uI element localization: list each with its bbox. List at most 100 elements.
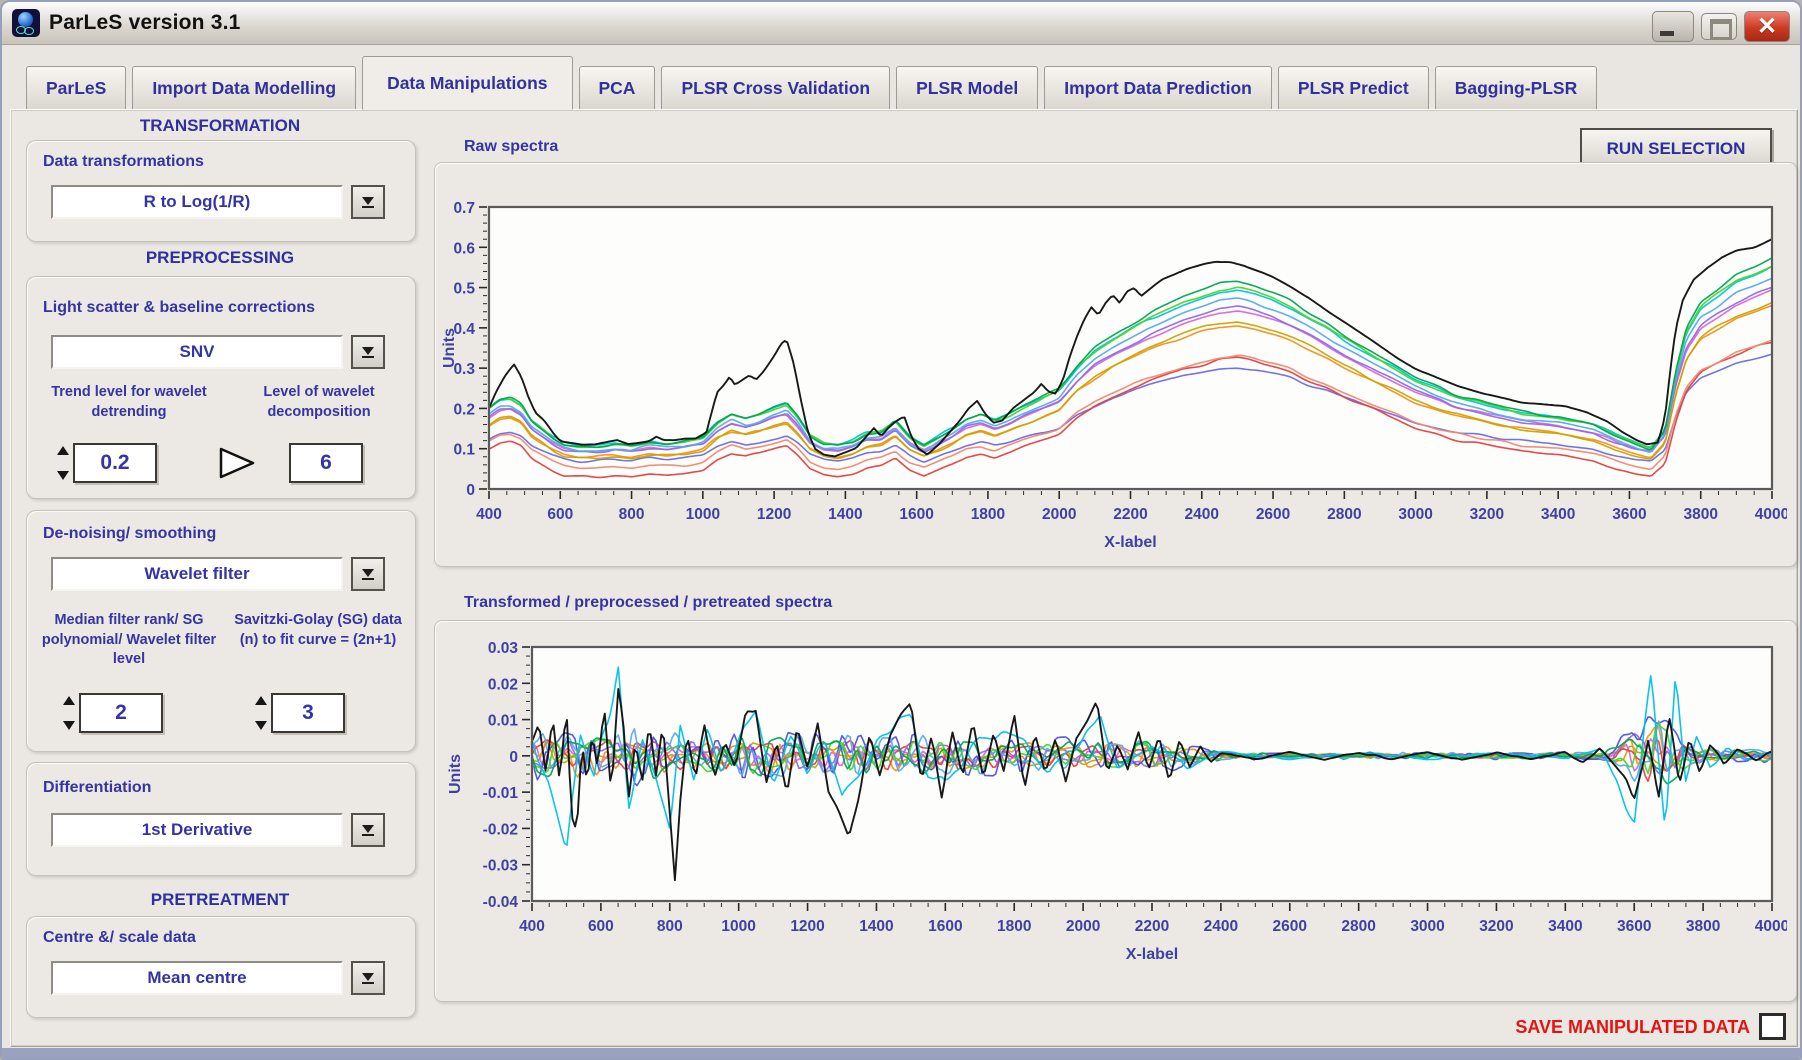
differentiation-combo[interactable]: 1st Derivative (51, 813, 343, 847)
maximize-icon (1710, 19, 1732, 40)
svg-text:Units: Units (447, 754, 464, 794)
svg-text:1600: 1600 (899, 506, 933, 523)
trend-level-spinner[interactable] (55, 443, 70, 483)
svg-text:3600: 3600 (1612, 506, 1646, 523)
close-button[interactable]: ✕ (1744, 11, 1790, 42)
svg-text:3600: 3600 (1617, 918, 1651, 935)
transformed-spectra-chart: 400 600 800 1000 1200 1400 1600 1800 2000 2200 240… (447, 640, 1787, 963)
median-filter-value[interactable]: 2 (79, 693, 163, 733)
preprocessing-header: PREPROCESSING (145, 248, 295, 267)
tab-plsr-predict[interactable]: PLSR Predict (1277, 66, 1429, 110)
svg-text:1000: 1000 (686, 506, 720, 523)
svg-text:-0.04: -0.04 (483, 894, 519, 911)
trend-level-value[interactable]: 0.2 (73, 443, 157, 483)
wavelet-level-value[interactable]: 6 (289, 443, 363, 483)
svg-text:1600: 1600 (928, 918, 962, 935)
light-scatter-dropdown-icon[interactable] (351, 335, 385, 369)
centre-label: Centre &/ scale data (43, 929, 196, 946)
svg-text:400: 400 (476, 506, 502, 523)
raw-spectra-chart: 400 600 800 1000 1200 1400 1600 1800 2000 2200 240… (442, 200, 1787, 551)
svg-text:3800: 3800 (1686, 918, 1720, 935)
differentiation-label: Differentiation (43, 779, 152, 796)
transformation-header: TRANSFORMATION (139, 116, 301, 135)
tab-bar: ParLeS Import Data Modelling Data Manipula… (26, 56, 1598, 110)
svg-text:1000: 1000 (721, 918, 755, 935)
raw-spectra-title: Raw spectra (464, 138, 559, 155)
svg-text:800: 800 (619, 506, 645, 523)
differentiation-group: Differentiation 1st Derivative (26, 762, 416, 876)
svg-text:0.5: 0.5 (453, 281, 475, 298)
svg-text:600: 600 (588, 918, 614, 935)
svg-text:0.3: 0.3 (453, 361, 475, 378)
app-icon (12, 9, 40, 37)
svg-text:0: 0 (466, 482, 475, 499)
svg-text:2200: 2200 (1135, 918, 1169, 935)
svg-text:1800: 1800 (997, 918, 1031, 935)
svg-text:2800: 2800 (1327, 506, 1361, 523)
transformation-group: Data transformations R to Log(1/R) (26, 140, 416, 242)
data-transformations-label: Data transformations (43, 153, 204, 170)
sg-value[interactable]: 3 (271, 693, 345, 733)
minimize-button[interactable] (1652, 11, 1694, 42)
tab-data-manipulations[interactable]: Data Manipulations (362, 56, 573, 110)
svg-text:2000: 2000 (1066, 918, 1100, 935)
save-manipulated-data-checkbox[interactable] (1759, 1013, 1786, 1040)
svg-text:0.4: 0.4 (453, 321, 475, 338)
median-filter-label: Median filter rank/ SG polynomial/ Wavel… (41, 612, 217, 668)
tab-import-data-prediction[interactable]: Import Data Prediction (1044, 66, 1272, 110)
window-bottom-edge (2, 1048, 1800, 1058)
wavelet-level-label: Level of wavelet decomposition (263, 384, 375, 420)
svg-text:2600: 2600 (1256, 506, 1290, 523)
svg-text:400: 400 (519, 918, 545, 935)
denoising-combo[interactable]: Wavelet filter (51, 557, 343, 591)
centre-dropdown-icon[interactable] (351, 961, 385, 995)
svg-text:X-label: X-label (1104, 534, 1156, 551)
scatter-group: Light scatter & baseline corrections SNV… (26, 276, 416, 499)
median-filter-spinner[interactable] (61, 693, 76, 733)
svg-text:3400: 3400 (1548, 918, 1582, 935)
close-icon: ✕ (1756, 12, 1778, 40)
svg-text:2200: 2200 (1113, 506, 1147, 523)
transformed-spectra-title: Transformed / preprocessed / pretreated … (464, 594, 833, 611)
svg-text:Units: Units (442, 328, 458, 368)
sg-spinner[interactable] (253, 693, 268, 733)
minimize-icon (1660, 31, 1674, 36)
centre-combo[interactable]: Mean centre (51, 961, 343, 995)
data-transformations-dropdown-icon[interactable] (351, 185, 385, 219)
svg-text:0.01: 0.01 (488, 713, 519, 730)
tab-parles[interactable]: ParLeS (26, 66, 127, 110)
tab-import-data-modelling[interactable]: Import Data Modelling (132, 66, 357, 110)
svg-text:2400: 2400 (1204, 918, 1238, 935)
tab-bagging-plsr[interactable]: Bagging-PLSR (1434, 66, 1598, 110)
svg-text:0.7: 0.7 (453, 200, 475, 217)
svg-text:4000: 4000 (1755, 506, 1787, 523)
svg-text:1800: 1800 (971, 506, 1005, 523)
tab-pca[interactable]: PCA (578, 66, 656, 110)
svg-text:1400: 1400 (859, 918, 893, 935)
window-title: ParLeS version 3.1 (49, 11, 241, 34)
data-transformations-combo[interactable]: R to Log(1/R) (51, 185, 343, 219)
pretreatment-header: PRETREATMENT (150, 890, 290, 909)
svg-text:2000: 2000 (1042, 506, 1076, 523)
svg-text:3000: 3000 (1410, 918, 1444, 935)
svg-text:600: 600 (547, 506, 573, 523)
svg-text:0.03: 0.03 (488, 640, 519, 657)
tab-plsr-model[interactable]: PLSR Model (896, 66, 1039, 110)
light-scatter-combo[interactable]: SNV (51, 335, 343, 369)
run-arrow-icon[interactable] (215, 445, 259, 481)
svg-text:2600: 2600 (1273, 918, 1307, 935)
maximize-button[interactable] (1701, 13, 1737, 40)
svg-text:0.2: 0.2 (453, 401, 475, 418)
denoising-label: De-noising/ smoothing (43, 525, 217, 542)
svg-text:0.1: 0.1 (453, 442, 475, 459)
save-manipulated-data-label: SAVE MANIPULATED DATA (1515, 1017, 1750, 1037)
svg-text:800: 800 (657, 918, 683, 935)
svg-text:4000: 4000 (1755, 918, 1787, 935)
svg-text:3400: 3400 (1541, 506, 1575, 523)
svg-text:X-label: X-label (1126, 946, 1178, 963)
tab-plsr-cross-validation[interactable]: PLSR Cross Validation (661, 66, 891, 110)
svg-text:3800: 3800 (1683, 506, 1717, 523)
title-bar: ParLeS version 3.1 ✕ (2, 2, 1800, 45)
differentiation-dropdown-icon[interactable] (351, 813, 385, 847)
denoising-dropdown-icon[interactable] (351, 557, 385, 591)
